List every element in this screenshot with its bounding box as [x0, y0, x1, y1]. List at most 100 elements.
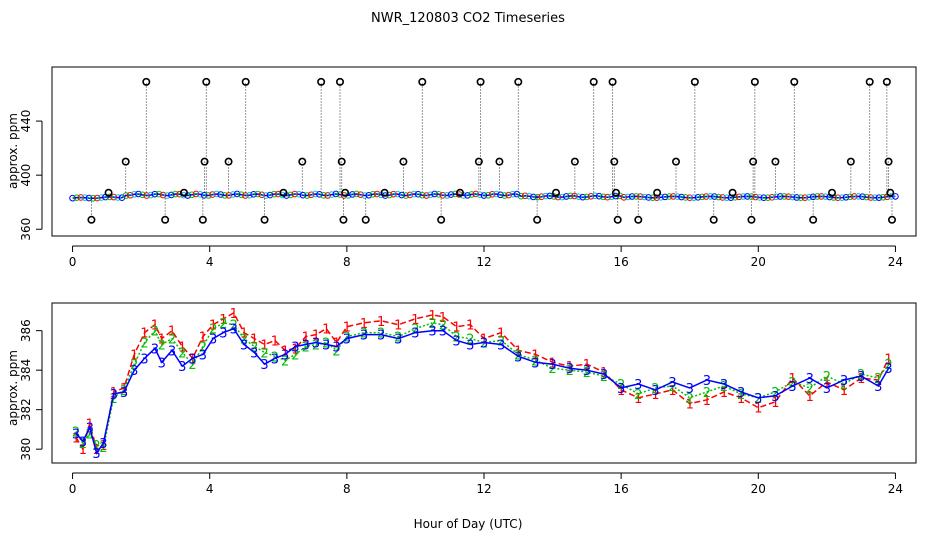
series-2-marker: 2: [178, 346, 186, 361]
x-tick-label: 20: [751, 482, 766, 496]
measurement-point: [155, 190, 163, 198]
measurement-point: [414, 190, 422, 198]
series-1-marker: 1: [291, 342, 299, 357]
series-2-marker: 2: [583, 366, 591, 381]
series-1-marker: 1: [884, 352, 892, 367]
flagged-point: [87, 215, 96, 224]
measurement-point: [859, 193, 866, 200]
x-tick-label: 12: [476, 255, 491, 269]
measurement-point: [867, 194, 875, 201]
measurement-point: [447, 191, 455, 198]
flagged-point: [884, 157, 893, 166]
measurement-point: [484, 191, 492, 199]
series-3-marker: 3: [110, 388, 118, 403]
series-2-marker: 2: [840, 378, 848, 393]
measurement-point: [789, 193, 796, 201]
series-2-marker: 2: [260, 346, 268, 361]
series-3-marker: 3: [219, 327, 227, 342]
bottom-plot-frame: [51, 302, 917, 464]
measurement-point: [521, 192, 529, 200]
y-tick-label: 440: [19, 110, 33, 133]
flagged-point: [653, 188, 662, 197]
series-3-marker: 3: [806, 372, 814, 387]
x-tick-label: 8: [343, 255, 351, 269]
measurement-point: [850, 193, 858, 200]
measurement-point: [398, 191, 406, 199]
series-1-marker: 1: [439, 311, 447, 326]
flagged-point: [418, 77, 427, 86]
measurement-point: [879, 193, 887, 201]
measurement-point: [875, 194, 883, 201]
measurement-point: [702, 193, 710, 200]
series-2-marker: 2: [428, 317, 436, 332]
series-1-marker: 1: [411, 313, 419, 328]
series-1-marker: 1: [199, 331, 207, 346]
flagged-point: [749, 157, 758, 166]
measurement-point: [353, 190, 360, 198]
series-3-marker: 3: [874, 380, 882, 395]
flagged-point: [361, 215, 370, 224]
measurement-point: [233, 190, 241, 198]
series-3-marker: 3: [343, 333, 351, 348]
series-1-marker: 1: [531, 348, 539, 363]
series-3-marker: 3: [686, 382, 694, 397]
measurement-point: [842, 193, 850, 201]
measurement-point: [246, 191, 253, 199]
measurement-point: [476, 191, 484, 198]
flagged-point: [202, 77, 211, 86]
x-tick-label: 16: [614, 482, 629, 496]
series-3-marker: 3: [360, 329, 368, 344]
series-2-marker: 2: [686, 392, 694, 407]
measurement-point: [435, 191, 443, 198]
flagged-point: [474, 157, 483, 166]
flagged-point: [728, 188, 737, 197]
flagged-point: [709, 215, 718, 224]
x-tick-label: 24: [888, 482, 903, 496]
series-3-marker: 3: [600, 368, 608, 383]
measurement-point: [73, 194, 80, 201]
measurement-point: [813, 193, 821, 200]
measurement-point: [892, 193, 899, 200]
series-1-marker: 1: [720, 386, 728, 401]
measurement-point: [809, 193, 817, 201]
flagged-point: [337, 157, 346, 166]
flagged-point: [790, 77, 799, 86]
measurement-point: [776, 193, 784, 200]
measurement-point: [464, 192, 471, 199]
series-1-marker: 1: [240, 327, 248, 342]
measurement-point: [176, 190, 183, 198]
series-3-marker: 3: [480, 337, 488, 352]
flagged-point: [865, 77, 874, 86]
series-1-marker: 1: [840, 384, 848, 399]
flagged-point: [886, 188, 895, 197]
measurement-point: [472, 190, 480, 198]
series-2-marker: 2: [302, 340, 310, 355]
series-1-marker: 1: [86, 417, 94, 432]
measurement-point: [258, 191, 266, 199]
series-1-marker: 1: [466, 319, 474, 334]
series-2-marker: 2: [600, 370, 608, 385]
series-3-marker: 3: [151, 342, 159, 357]
series-3-marker: 3: [72, 427, 80, 442]
measurement-point: [81, 194, 89, 201]
series-1-marker: 1: [634, 392, 642, 407]
measurement-point: [756, 194, 763, 201]
measurement-point: [307, 191, 315, 199]
measurement-point: [612, 192, 619, 200]
series-2-marker: 2: [788, 376, 796, 391]
measurement-point: [871, 194, 879, 202]
measurement-point: [196, 191, 204, 198]
series-1-marker: 1: [651, 388, 659, 403]
series-3-marker: 3: [86, 421, 94, 436]
series-3-marker: 3: [428, 325, 436, 340]
x-tick-label: 8: [343, 482, 351, 496]
flagged-point: [671, 157, 680, 166]
series-1-marker: 1: [668, 384, 676, 399]
series-3-marker: 3: [466, 338, 474, 353]
series-2-marker: 2: [634, 388, 642, 403]
measurement-point: [781, 193, 788, 200]
series-1-marker: 1: [230, 307, 238, 322]
measurement-point: [822, 193, 829, 200]
measurement-point: [682, 194, 689, 201]
